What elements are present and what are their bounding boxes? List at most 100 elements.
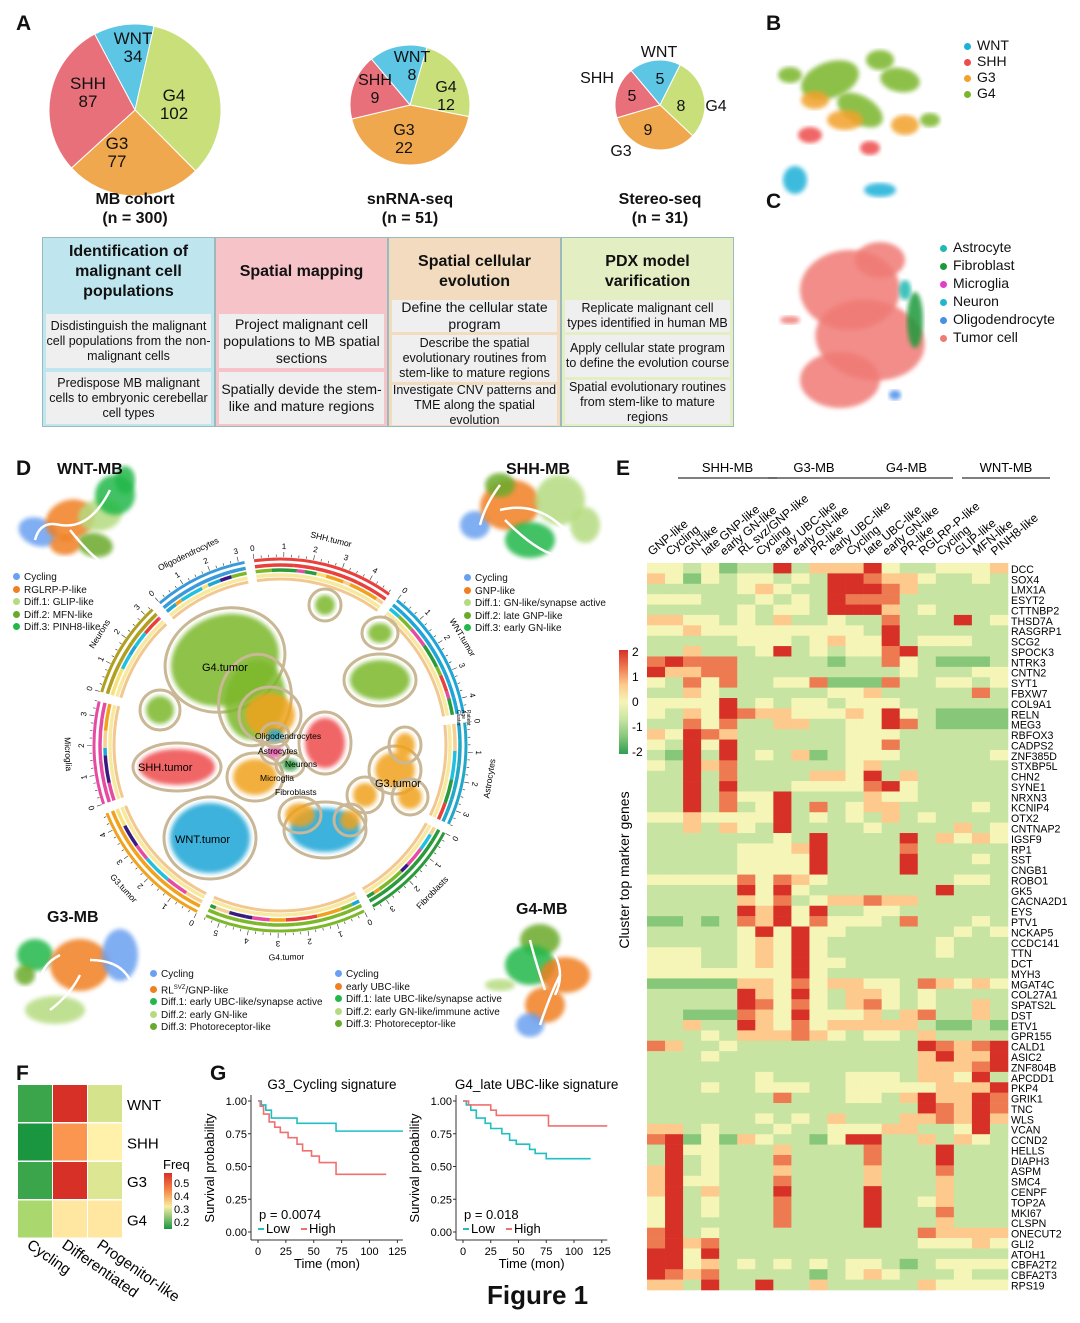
heatmap-cell bbox=[971, 957, 991, 969]
heatmap-cell bbox=[791, 677, 810, 688]
heatmap-cell bbox=[737, 1134, 756, 1145]
sector-track bbox=[201, 583, 210, 590]
heatmap-cell bbox=[719, 1258, 738, 1270]
pie-label: WNT 34 bbox=[113, 29, 153, 66]
heatmap-cell bbox=[845, 1217, 864, 1228]
heatmap-cell bbox=[827, 999, 846, 1010]
gene-label: CADPS2 bbox=[1011, 740, 1053, 752]
heatmap-cell bbox=[989, 874, 1009, 886]
sector-track bbox=[346, 907, 356, 914]
heatmap-cell bbox=[845, 843, 864, 855]
heatmap-cell bbox=[683, 1113, 702, 1125]
workflow-column: Spatial cellular evolution Define the ce… bbox=[388, 237, 561, 427]
heatmap-cell bbox=[971, 625, 991, 636]
heatmap-cell bbox=[683, 999, 702, 1010]
gene-label: CENPF bbox=[1011, 1187, 1047, 1199]
heatmap-cell bbox=[881, 739, 900, 751]
heatmap-cell bbox=[863, 1071, 882, 1083]
axis-tick bbox=[135, 867, 138, 870]
heatmap-cell bbox=[683, 646, 702, 657]
sector-track bbox=[316, 572, 327, 578]
axis-tick bbox=[442, 839, 445, 842]
heatmap-cell bbox=[719, 968, 738, 979]
gene-label: ASIC2 bbox=[1011, 1052, 1042, 1064]
heatmap-cell bbox=[809, 1186, 828, 1197]
heatmap-cell bbox=[791, 905, 810, 917]
heatmap-cell bbox=[971, 895, 991, 907]
heatmap-cell bbox=[683, 1092, 702, 1104]
gene-label: MEG3 bbox=[1011, 720, 1041, 732]
heatmap-cell bbox=[827, 708, 846, 720]
heatmap-cell bbox=[665, 614, 684, 626]
axis-tick bbox=[373, 907, 376, 911]
heatmap-cell bbox=[665, 698, 684, 709]
heatmap-cell bbox=[827, 1258, 846, 1270]
heatmap-cell bbox=[647, 1082, 666, 1093]
cell-cluster bbox=[783, 166, 807, 194]
heatmap-cell bbox=[791, 801, 810, 813]
heatmap-cell bbox=[683, 1248, 702, 1260]
freq-cell bbox=[88, 1085, 122, 1122]
heatmap-cell bbox=[827, 1269, 846, 1280]
heatmap-cell bbox=[737, 646, 756, 657]
sector-track bbox=[120, 806, 135, 831]
heatmap-cell bbox=[953, 1144, 973, 1156]
heatmap-cell bbox=[863, 801, 882, 813]
heatmap-cell bbox=[827, 635, 846, 647]
heatmap-cell bbox=[683, 874, 702, 886]
gene-label: VCAN bbox=[1011, 1125, 1040, 1137]
heatmap-cell bbox=[899, 635, 919, 647]
cell-cluster bbox=[25, 996, 85, 1024]
heatmap-cell bbox=[989, 1238, 1009, 1249]
heatmap-cell bbox=[935, 573, 955, 585]
heatmap-cell bbox=[881, 1258, 900, 1270]
heatmap-cell bbox=[755, 698, 774, 709]
heatmap-cell bbox=[881, 573, 900, 585]
workflow-title: Identification of malignant cell populat… bbox=[68, 243, 189, 300]
heatmap-cell bbox=[899, 1082, 919, 1093]
heatmap-cell bbox=[845, 1051, 864, 1062]
heatmap-cell bbox=[989, 760, 1009, 772]
sector-track bbox=[296, 569, 306, 574]
tick-label: 4 bbox=[371, 566, 380, 576]
heatmap-cell bbox=[899, 833, 919, 844]
freq-cell bbox=[88, 1162, 122, 1199]
heatmap-cell bbox=[719, 1165, 738, 1177]
heatmap-cell bbox=[899, 957, 919, 969]
heatmap-cell bbox=[809, 978, 828, 990]
heatmap-cell bbox=[809, 687, 828, 699]
heatmap-cell bbox=[827, 1154, 846, 1166]
heatmap-cell bbox=[953, 895, 973, 907]
heatmap-cell bbox=[755, 1217, 774, 1228]
sector-track bbox=[432, 671, 442, 688]
axis-tick bbox=[174, 585, 177, 589]
heatmap-cell bbox=[755, 801, 774, 813]
heatmap-cell bbox=[935, 739, 955, 751]
heatmap-cell bbox=[899, 1258, 919, 1270]
heatmap-cell bbox=[863, 1030, 882, 1042]
heatmap-cell bbox=[953, 594, 973, 605]
heatmap-cell bbox=[737, 1154, 756, 1166]
sector-axis bbox=[447, 722, 468, 825]
tick-label: 1 bbox=[336, 929, 344, 939]
heatmap-cell bbox=[953, 656, 973, 668]
heatmap-cell bbox=[755, 1196, 774, 1208]
heatmap-cell bbox=[917, 926, 937, 938]
tick-label: 1 bbox=[173, 570, 182, 580]
heatmap-cell bbox=[863, 957, 882, 969]
heatmap-cell bbox=[917, 760, 937, 772]
heatmap-cell bbox=[791, 1061, 810, 1073]
heatmap-cell bbox=[809, 936, 828, 948]
axis-tick bbox=[94, 689, 100, 692]
heatmap-cell bbox=[701, 936, 720, 948]
heatmap-cell bbox=[719, 1248, 738, 1260]
heatmap-cell bbox=[899, 1103, 919, 1114]
heatmap-cell bbox=[953, 1051, 973, 1062]
heatmap-cell bbox=[917, 947, 937, 958]
heatmap-cell bbox=[971, 604, 991, 616]
tick-label: 3 bbox=[114, 857, 124, 866]
heatmap-cell bbox=[755, 1186, 774, 1197]
heatmap-cell bbox=[737, 749, 756, 761]
tick-label: 3 bbox=[461, 811, 471, 819]
gene-label: DST bbox=[1011, 1010, 1033, 1022]
